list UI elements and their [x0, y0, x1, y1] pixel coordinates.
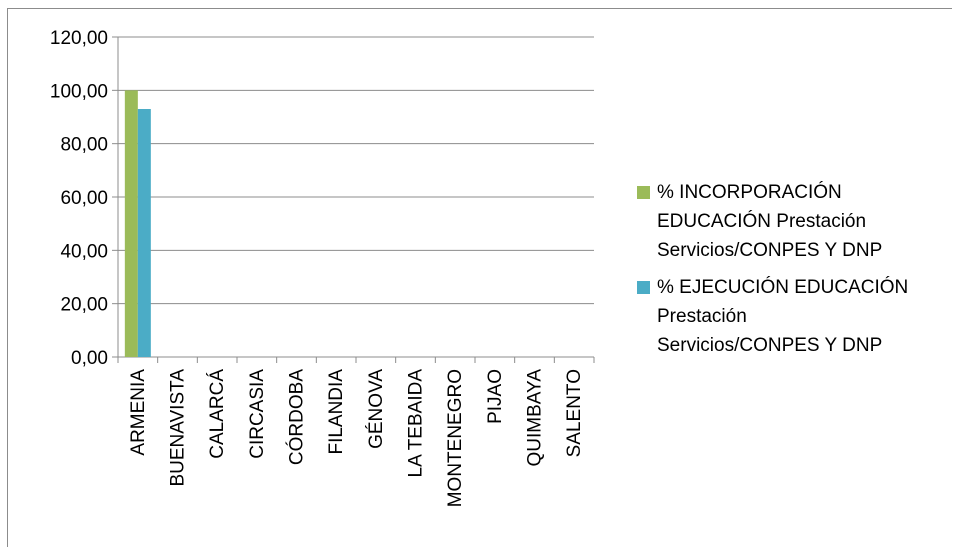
x-tick-label: CIRCASIA [247, 369, 268, 459]
legend-label-line: EDUCACIÓN Prestación [657, 211, 867, 232]
legend-label-line: % EJECUCIÓN EDUCACIÓN [657, 277, 909, 298]
x-tick-label: CÓRDOBA [286, 369, 308, 465]
legend-item-incorporacion: % INCORPORACIÓN EDUCACIÓN Prestación Ser… [637, 178, 947, 265]
x-tick-label: QUIMBAYA [525, 369, 546, 467]
x-tick-label: CALARCÁ [207, 369, 228, 459]
bar [137, 109, 151, 357]
chart-frame [7, 8, 952, 547]
legend-label-line: Servicios/CONPES Y DNP [657, 240, 883, 261]
x-tick-label: FILANDIA [326, 369, 347, 455]
x-tick-label: PIJAO [485, 369, 506, 424]
legend-label-line: Prestación [657, 306, 747, 327]
legend-swatch-incorporacion [637, 186, 650, 199]
x-tick-label: SALENTO [564, 369, 585, 457]
x-tick-label: LA TEBAIDA [406, 369, 427, 478]
y-tick-label: 120,00 [50, 28, 108, 49]
y-tick-label: 100,00 [50, 81, 108, 102]
y-tick-label: 40,00 [60, 241, 108, 262]
x-tick-label: BUENAVISTA [168, 369, 189, 487]
y-tick-label: 80,00 [60, 135, 108, 156]
legend-item-ejecucion: % EJECUCIÓN EDUCACIÓN Prestación Servici… [637, 273, 947, 360]
y-tick-label: 60,00 [60, 188, 108, 209]
bars [124, 90, 151, 357]
legend: % INCORPORACIÓN EDUCACIÓN Prestación Ser… [637, 178, 947, 360]
y-axis: 0,00 20,00 40,00 60,00 80,00 100,00 120,00 [50, 28, 119, 369]
x-tick-label: GÉNOVA [366, 369, 387, 449]
legend-label-line: % INCORPORACIÓN [657, 182, 842, 203]
bar [124, 90, 138, 357]
x-axis: ARMENIA BUENAVISTA CALARCÁ CIRCASIA CÓRDOBA F… [117, 356, 595, 507]
gridlines [118, 36, 594, 358]
x-tick-label: ARMENIA [128, 369, 149, 456]
x-tick-label: MONTENEGRO [445, 369, 466, 507]
legend-swatch-ejecucion [637, 281, 650, 294]
y-tick-label: 20,00 [60, 295, 108, 316]
y-tick-label: 0,00 [71, 348, 108, 369]
legend-label-line: Servicios/CONPES Y DNP [657, 335, 883, 356]
